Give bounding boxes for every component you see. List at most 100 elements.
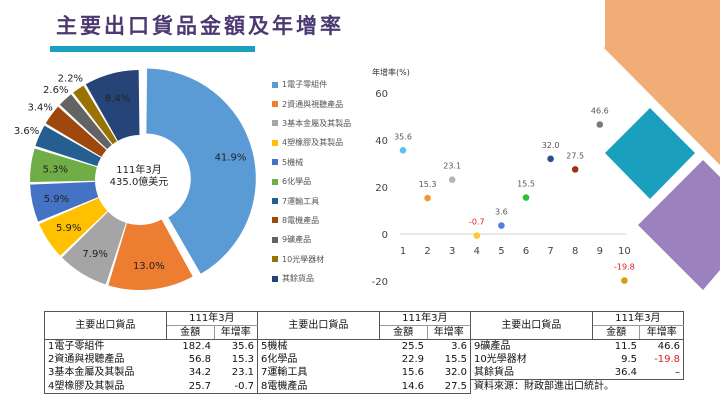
- header-period: 111年3月: [165, 311, 258, 326]
- donut-slice-label: 3.6%: [14, 126, 39, 137]
- donut-slice-label: 5.9%: [44, 194, 69, 205]
- cell-item: 10光學器材: [469, 353, 593, 366]
- header-item: 主要出口貨品: [256, 311, 380, 340]
- legend-label: 9礦產品: [282, 235, 312, 245]
- legend-swatch: [272, 256, 278, 263]
- legend-label: 6化學品: [282, 177, 312, 187]
- x-tick-label: 8: [572, 246, 578, 257]
- donut-slice: [108, 219, 193, 290]
- donut-slice-label: 5.9%: [56, 223, 81, 234]
- legend-swatch: [272, 178, 278, 185]
- cell-item: 1電子零組件: [44, 339, 167, 353]
- cell-item: 其餘貨品: [469, 366, 593, 380]
- donut-slice-label: 5.3%: [43, 164, 68, 175]
- y-tick-label: 40: [375, 136, 388, 147]
- cell-amount: 25.5: [401, 341, 424, 352]
- donut-slice: [73, 85, 117, 145]
- x-tick-label: 2: [424, 246, 430, 257]
- cell-growth: 15.3: [214, 353, 258, 366]
- header-growth: 年增率: [214, 325, 258, 340]
- donut-slice: [59, 94, 112, 150]
- cell-amount: 11.5: [614, 341, 637, 352]
- legend-swatch: [272, 275, 278, 282]
- y-tick-label: 0: [382, 230, 388, 241]
- growth-scatter-chart: 年增率(%) -20 0 20 40 60 1 2 3 4 5 6 7 8 9 10 35.6 15.3 23.1…: [372, 67, 635, 288]
- legend-swatch: [272, 217, 278, 224]
- header-growth: 年增率: [639, 325, 684, 340]
- donut-slice: [30, 148, 97, 182]
- cell-growth: 46.6: [639, 339, 684, 353]
- donut-chart: 41.9% 13.0% 7.9% 5.9% 5.9% 5.3% 3.6% 3.4% 2.6%2.…: [14, 68, 256, 290]
- legend-swatch: [272, 120, 278, 127]
- donut-center-total: 435.0億美元: [109, 177, 169, 188]
- cell-growth: 32.0: [427, 366, 471, 380]
- scatter-point-label: 15.5: [517, 180, 535, 189]
- legend-label: 4塑橡膠及其製品: [282, 138, 344, 148]
- legend-item: 2資通與視聽產品: [272, 94, 351, 113]
- donut-center-label: 111年3月 435.0億美元: [104, 165, 174, 189]
- donut-slice: [35, 125, 101, 167]
- donut-center-period: 111年3月: [116, 165, 162, 176]
- table-row: 2資通與視聽產品 56.8 15.3 6化學品 22.9 15.5 10光學器材 9.5 -19…: [44, 353, 684, 366]
- x-tick-label: 4: [474, 246, 480, 257]
- donut-slice: [30, 181, 99, 222]
- scatter-point-label: 3.6: [495, 208, 508, 217]
- table-row: 4塑橡膠及其製品 25.7 -0.7 8電機產品 14.6 27.5 資料來源：財政部進出口…: [44, 379, 684, 394]
- cell-amount: 25.7: [166, 379, 215, 394]
- scatter-point-label: 46.6: [591, 106, 609, 115]
- cell-growth: -0.7: [214, 379, 258, 394]
- title-underline: [50, 46, 255, 52]
- x-tick-label: 10: [618, 246, 631, 257]
- page-title: 主要出口貨品金額及年增率: [56, 14, 344, 38]
- export-table: 主要出口貨品 111年3月 主要出口貨品 111年3月 主要出口貨品 111年3月 金額 年增…: [44, 311, 685, 394]
- donut-slice: [39, 198, 108, 256]
- legend-label: 3基本金屬及其製品: [282, 118, 352, 128]
- legend-item: 1電子零組件: [272, 75, 351, 94]
- cell-item: 2資通與視聽產品: [44, 353, 167, 366]
- cell-amount: 14.6: [379, 379, 427, 394]
- legend-item: 4塑橡膠及其製品: [272, 133, 351, 152]
- header-amount: 金額: [591, 325, 641, 340]
- legend-item: 3基本金屬及其製品: [272, 114, 351, 133]
- x-tick-label: 9: [597, 246, 603, 257]
- scatter-point: [571, 166, 579, 173]
- legend-label: 1電子零組件: [282, 80, 328, 90]
- scatter-point-label: 15.3: [419, 180, 437, 189]
- legend-item: 7運輸工具: [272, 191, 351, 210]
- scatter-point: [399, 147, 407, 154]
- cell-growth: -19.8: [639, 353, 684, 366]
- legend-swatch: [272, 198, 278, 205]
- scatter-point: [596, 121, 604, 128]
- legend-label: 5機械: [282, 157, 304, 167]
- scatter-point: [522, 194, 530, 201]
- donut-slice-label: 13.0%: [133, 261, 165, 272]
- cell-amount: 56.8: [188, 354, 212, 365]
- scatter-point: [448, 176, 456, 184]
- x-tick-label: 1: [400, 246, 406, 257]
- cell-item: 9礦產品: [469, 339, 593, 353]
- table-row: 1電子零組件 182.4 35.6 5機械 25.5 3.6 9礦產品 11.5 46.6: [44, 339, 684, 353]
- scatter-point: [424, 194, 431, 202]
- cell-growth: 27.5: [427, 379, 471, 394]
- cell-growth: 15.5: [427, 353, 471, 366]
- y-tick-label: -20: [372, 277, 388, 288]
- scatter-point: [621, 277, 628, 284]
- scatter-y-axis-label: 年增率(%): [372, 67, 410, 77]
- legend-label: 其餘貨品: [282, 274, 314, 284]
- cell-growth: 3.6: [427, 339, 471, 353]
- cell-amount: 9.5: [621, 354, 637, 365]
- cell-amount: 15.6: [401, 367, 424, 379]
- donut-slice-label: 2.2%: [58, 73, 83, 84]
- cell-growth: 35.6: [214, 339, 258, 353]
- donut-slice: [146, 68, 256, 274]
- cell-item: 8電機產品: [256, 379, 380, 394]
- x-tick-label: 3: [449, 246, 455, 257]
- x-tick-label: 6: [523, 246, 529, 257]
- scatter-point-label: -19.8: [614, 263, 635, 272]
- header-growth: 年增率: [427, 325, 471, 340]
- scatter-point-label: 27.5: [566, 151, 584, 160]
- scatter-point: [547, 155, 554, 163]
- legend-item: 9礦產品: [272, 230, 351, 249]
- legend-item: 5機械: [272, 153, 351, 172]
- legend-swatch: [272, 159, 278, 166]
